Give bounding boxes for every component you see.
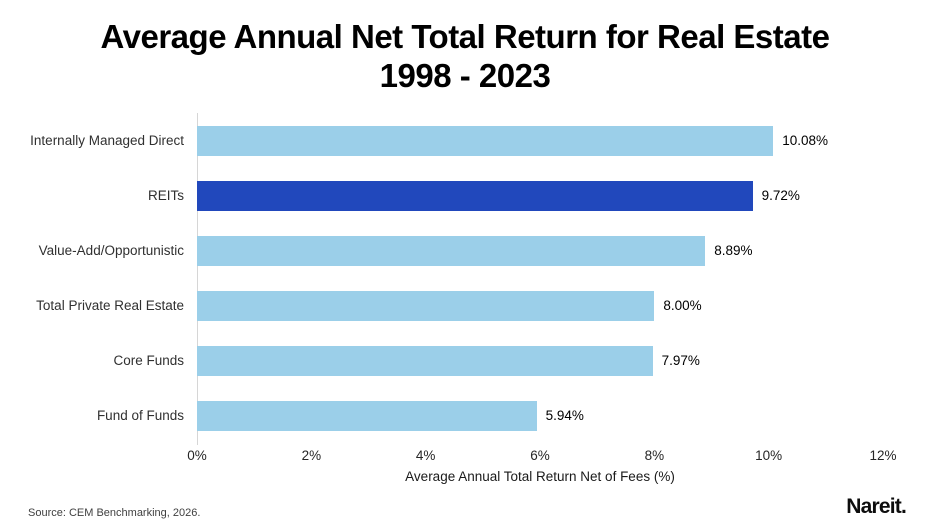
source-note: Source: CEM Benchmarking, 2026. xyxy=(28,507,201,519)
chart-row: Fund of Funds 5.94% xyxy=(0,388,930,443)
x-axis-title: Average Annual Total Return Net of Fees … xyxy=(405,469,675,484)
bar xyxy=(197,400,537,431)
value-label: 8.89% xyxy=(714,243,753,258)
bar-rows: Internally Managed Direct 10.08% REITs 9.72… xyxy=(0,113,930,443)
chart-title-line2: 1998 - 2023 xyxy=(379,56,551,94)
chart-title-line1: Average Annual Net Total Return for Real… xyxy=(100,18,830,55)
bar-area: 5.94% xyxy=(197,388,883,443)
category-label: Internally Managed Direct xyxy=(30,133,184,148)
value-label: 10.08% xyxy=(782,133,829,148)
value-label: 7.97% xyxy=(661,353,700,368)
value-label: 5.94% xyxy=(545,408,584,423)
footer: Source: CEM Benchmarking, 2026. Nareit. xyxy=(28,495,907,519)
x-tick-label: 4% xyxy=(415,448,436,463)
bar-chart: Internally Managed Direct 10.08% REITs 9.72… xyxy=(0,113,930,484)
value-label: 8.00% xyxy=(663,298,702,313)
x-tick-label: 10% xyxy=(755,448,783,463)
x-tick-label: 12% xyxy=(869,448,897,463)
y-axis-line xyxy=(197,113,198,445)
bar xyxy=(197,345,653,376)
category-label: Total Private Real Estate xyxy=(36,298,184,313)
bar xyxy=(197,125,774,156)
bar-area: 9.72% xyxy=(197,168,883,223)
bar-area: 8.89% xyxy=(197,223,883,278)
category-label: Core Funds xyxy=(113,353,184,368)
x-tick-label: 8% xyxy=(644,448,665,463)
x-tick-label: 0% xyxy=(187,448,207,463)
category-label: Fund of Funds xyxy=(96,408,184,423)
x-axis: 0% 2% 4% 6% 8% 10% 12% xyxy=(187,448,896,468)
bar-area: 8.00% xyxy=(197,278,883,333)
nareit-logo: Nareit. xyxy=(846,495,907,518)
bar-area: 10.08% xyxy=(197,113,883,168)
chart-row: Value-Add/Opportunistic 8.89% xyxy=(0,223,930,278)
bar xyxy=(197,180,753,211)
x-tick-label: 6% xyxy=(530,448,550,463)
category-label: Value-Add/Opportunistic xyxy=(38,243,184,258)
chart-row: REITs 9.72% xyxy=(0,168,930,223)
chart-row: Internally Managed Direct 10.08% xyxy=(0,113,930,168)
x-tick-label: 2% xyxy=(301,448,322,463)
bar xyxy=(197,235,706,266)
bar-area: 7.97% xyxy=(197,333,883,388)
chart-row: Total Private Real Estate 8.00% xyxy=(0,278,930,333)
chart-title: Average Annual Net Total Return for Real… xyxy=(0,0,930,95)
bar xyxy=(197,290,655,321)
category-label: REITs xyxy=(147,188,184,203)
chart-row: Core Funds 7.97% xyxy=(0,333,930,388)
value-label: 9.72% xyxy=(761,188,800,203)
